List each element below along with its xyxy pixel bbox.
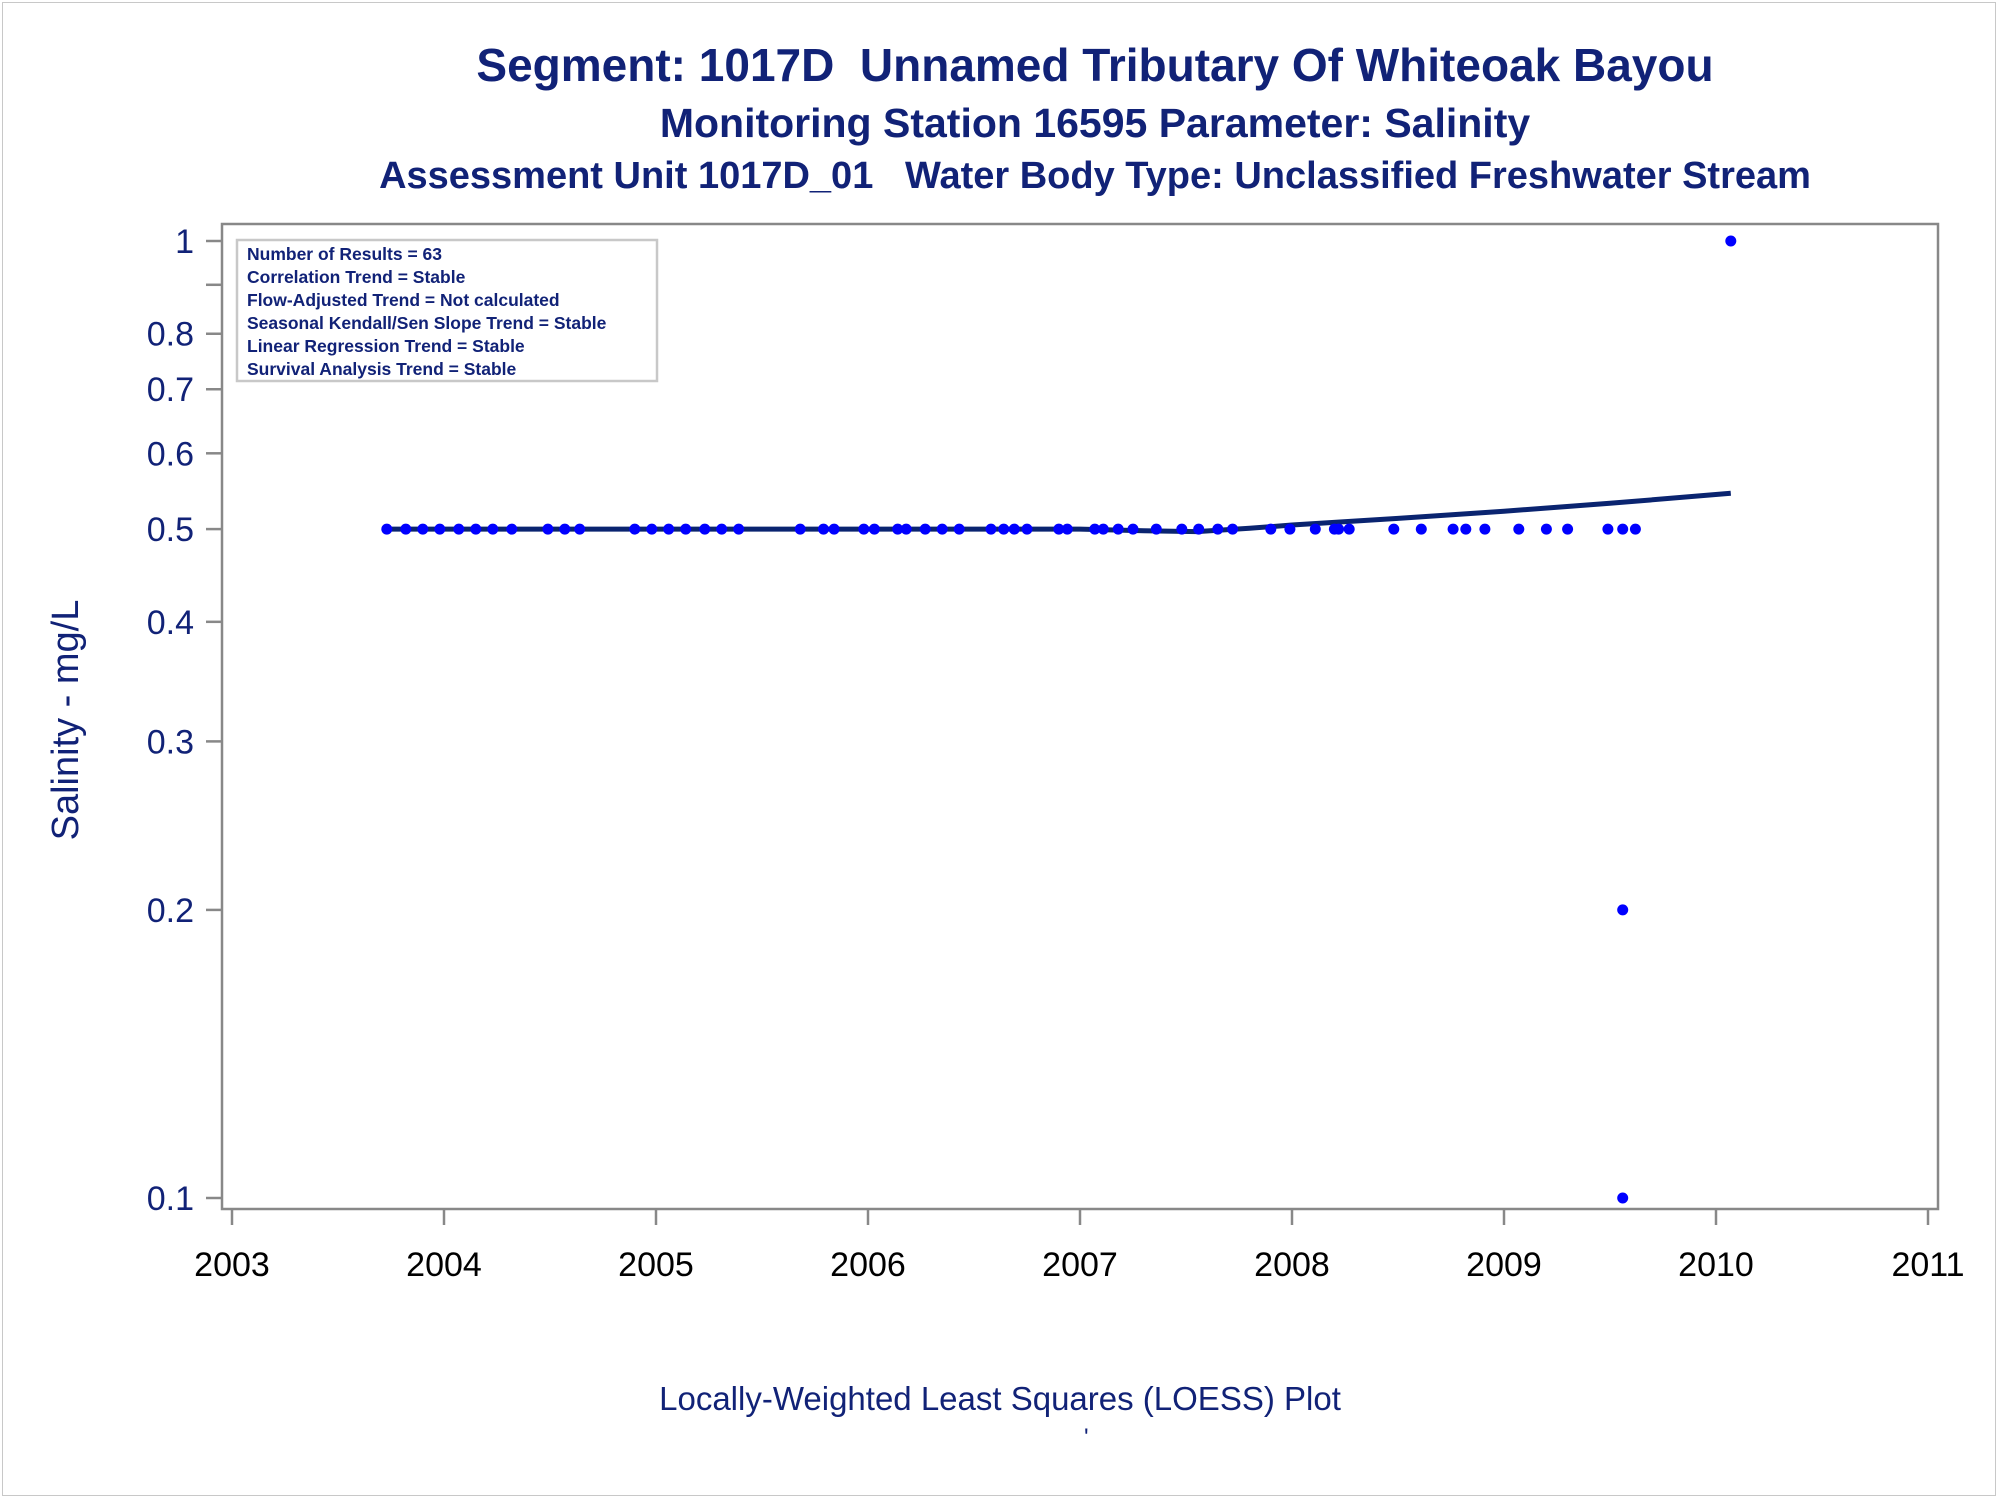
data-point: [1602, 523, 1614, 535]
y-tick-label: 0.6: [147, 435, 194, 473]
data-point: [1112, 523, 1124, 535]
y-tick-label: 0.4: [147, 604, 194, 642]
data-point: [868, 523, 880, 535]
data-point: [1193, 523, 1205, 535]
trend-legend-line: Correlation Trend = Stable: [247, 267, 466, 287]
y-tick-label: 0.7: [147, 371, 194, 409]
data-point: [900, 523, 912, 535]
data-point: [1333, 523, 1345, 535]
data-point: [1343, 523, 1355, 535]
data-point: [1447, 523, 1459, 535]
data-point: [733, 523, 745, 535]
data-point: [663, 523, 675, 535]
data-point: [400, 523, 412, 535]
data-point: [1176, 523, 1188, 535]
data-point: [1284, 523, 1296, 535]
data-point: [1265, 523, 1277, 535]
data-point: [892, 523, 904, 535]
data-point: [629, 523, 641, 535]
data-point: [1097, 523, 1109, 535]
data-point: [1725, 235, 1737, 247]
data-point: [1061, 523, 1073, 535]
y-axis-label: Salinity - mg/L: [45, 600, 87, 841]
data-point: [1617, 1192, 1629, 1204]
trend-legend-line: Linear Regression Trend = Stable: [247, 336, 525, 356]
data-point: [985, 523, 997, 535]
data-point: [1617, 523, 1629, 535]
axes: 0.1 0.2 0.3 0.4 0.5 0.6 0.7 0.8 1 2003 2004 2005 200…: [45, 222, 1965, 1284]
trend-legend-line: Flow-Adjusted Trend = Not calculated: [247, 290, 560, 310]
data-point: [417, 523, 429, 535]
x-tick-label: 2009: [1466, 1246, 1542, 1284]
data-point: [1150, 523, 1162, 535]
data-point: [574, 523, 586, 535]
trend-legend-box: Number of Results = 63 Correlation Trend …: [235, 238, 659, 383]
data-point: [542, 523, 554, 535]
y-tick-label: 0.5: [147, 511, 194, 549]
data-point: [919, 523, 931, 535]
data-point: [487, 523, 499, 535]
x-tick-label: 2004: [406, 1246, 482, 1284]
trend-legend-line: Survival Analysis Trend = Stable: [247, 359, 517, 379]
data-point: [1089, 523, 1101, 535]
data-points-layer: [381, 235, 1737, 1204]
y-tick-label: 0.3: [147, 723, 194, 761]
x-tick-label: 2005: [618, 1246, 694, 1284]
data-point: [1021, 523, 1033, 535]
data-point: [1479, 523, 1491, 535]
trend-legend-border: [235, 238, 659, 383]
x-tick-label: 2008: [1254, 1246, 1330, 1284]
x-tick-label: 2011: [1891, 1246, 1964, 1284]
data-point: [1415, 523, 1427, 535]
trend-legend-line: Seasonal Kendall/Sen Slope Trend = Stabl…: [247, 313, 607, 333]
data-point: [646, 523, 658, 535]
data-point: [381, 523, 393, 535]
data-point: [434, 523, 446, 535]
footnote-mark: ': [1084, 1424, 1089, 1451]
footnote: Locally-Weighted Least Squares (LOESS) P…: [659, 1380, 1341, 1417]
data-point: [936, 523, 948, 535]
data-point: [1227, 523, 1239, 535]
data-point: [818, 523, 829, 535]
chart-subtitle: Monitoring Station 16595 Parameter: Sali…: [659, 100, 1531, 146]
data-point: [1460, 523, 1472, 535]
y-tick-label: 0.8: [147, 316, 194, 354]
data-point: [1309, 523, 1321, 535]
data-point: [953, 523, 965, 535]
data-point: [1212, 523, 1224, 535]
data-point: [1053, 523, 1065, 535]
data-point: [1127, 523, 1139, 535]
data-point: [1617, 904, 1629, 916]
data-point: [858, 523, 870, 535]
x-tick-label: 2003: [194, 1246, 270, 1284]
data-point: [1388, 523, 1400, 535]
data-point: [470, 523, 482, 535]
y-tick-label: 0.2: [147, 892, 194, 930]
data-point: [1540, 523, 1552, 535]
y-tick-label: 0.1: [147, 1180, 194, 1218]
y-tick-label: 1: [175, 223, 194, 261]
x-tick-label: 2010: [1678, 1246, 1754, 1284]
x-tick-label: 2007: [1042, 1246, 1118, 1284]
data-point: [559, 523, 571, 535]
data-point: [699, 523, 711, 535]
chart-subtitle-2: Assessment Unit 1017D_01 Water Body Type…: [379, 155, 1811, 197]
data-point: [506, 523, 518, 535]
chart-title: Segment: 1017D Unnamed Tributary Of Whit…: [476, 39, 1714, 91]
data-point: [680, 523, 692, 535]
data-point: [1008, 523, 1020, 535]
data-point: [828, 523, 840, 535]
data-point: [1562, 523, 1574, 535]
x-tick-label: 2006: [830, 1246, 906, 1284]
data-point: [998, 523, 1010, 535]
trend-legend-line: Number of Results = 63: [247, 244, 442, 264]
data-point: [716, 523, 728, 535]
data-point: [1513, 523, 1525, 535]
data-point: [453, 523, 465, 535]
data-point: [794, 523, 806, 535]
data-point: [1629, 523, 1641, 535]
